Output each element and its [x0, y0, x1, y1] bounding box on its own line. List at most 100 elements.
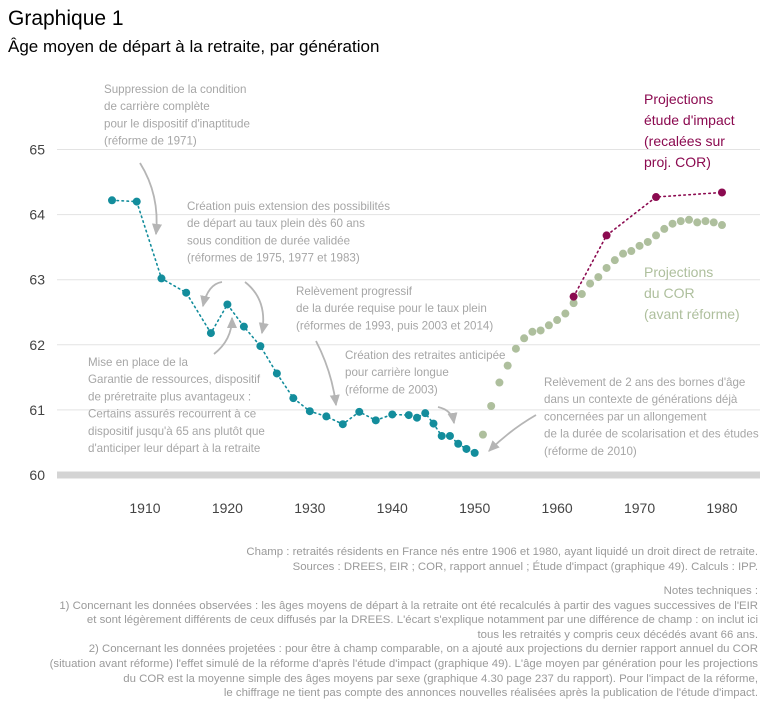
data-point-observed	[421, 409, 430, 418]
series-label-line: du COR	[644, 285, 695, 301]
data-point-cor	[536, 326, 545, 335]
data-point-cor	[586, 279, 595, 288]
data-point-cor	[569, 299, 578, 308]
chart-subtitle: Âge moyen de départ à la retraite, par g…	[8, 37, 380, 56]
annotation-arrow	[488, 414, 537, 452]
series-label-cor: Projections du COR (avant réforme)	[644, 264, 740, 322]
data-point-cor	[709, 218, 718, 227]
data-point-impact	[569, 292, 578, 301]
annotation-line: concernées par un allongement	[544, 410, 707, 423]
annotation-line: de préretraite plus avantageux :	[88, 390, 251, 403]
data-point-cor	[610, 256, 619, 265]
data-point-observed	[305, 407, 314, 416]
data-point-cor	[668, 219, 677, 228]
data-point-observed	[272, 369, 281, 378]
annotation-arrow	[437, 406, 458, 425]
annotation-line: de départ au taux plein dès 60 ans	[187, 217, 365, 230]
note-line: le chiffrage ne tient pas compte des ann…	[223, 687, 758, 700]
annotation-line: Garantie de ressources, dispositif	[88, 373, 261, 386]
annotation-text: Relèvement progressif de la durée requise…	[296, 285, 493, 332]
annotation-line: sous condition de durée validée	[187, 234, 350, 247]
data-point-impact	[717, 188, 726, 197]
data-point-cor	[602, 263, 611, 272]
annotation-line: de la durée de scolarisation et des étud…	[544, 428, 759, 441]
x-tick-label: 1940	[377, 500, 408, 516]
data-point-observed	[157, 274, 166, 283]
annotation-arrow	[244, 281, 269, 335]
annotation-line: de la durée requise pour le taux plein	[296, 302, 487, 315]
data-point-cor	[528, 327, 537, 336]
data-point-observed	[289, 394, 298, 403]
data-point-observed	[182, 288, 191, 297]
x-tick-label: 1970	[624, 500, 655, 516]
annotation-line: de carrière complète	[104, 100, 210, 113]
series-label-line: Projections	[644, 264, 713, 280]
series-label-line: (recalées sur	[644, 133, 725, 149]
data-point-cor	[693, 218, 702, 227]
x-tick-label: 1950	[459, 500, 490, 516]
data-point-cor	[487, 401, 496, 410]
annotation-line: Création des retraites anticipée	[345, 349, 505, 362]
annotation-line: Relèvement de 2 ans des bornes d'âge	[544, 376, 745, 389]
data-point-impact	[652, 193, 661, 202]
note-line: et sont légèrement différents de ceux di…	[86, 614, 758, 627]
annotation-line: (réformes de 1975, 1977 et 1983)	[187, 252, 360, 265]
series-label-line: (avant réforme)	[644, 306, 740, 322]
annotation-text: Suppression de la condition de carrière c…	[104, 83, 250, 148]
y-tick-label: 65	[29, 142, 45, 158]
series-label-line: étude d'impact	[644, 112, 735, 128]
data-point-observed	[256, 342, 265, 351]
annotation-line: Certains assurés recourrent à ce	[88, 408, 256, 421]
annotation-arrow	[200, 281, 223, 308]
data-point-observed	[322, 412, 331, 421]
data-point-cor	[627, 247, 636, 256]
annotation-text: Création puis extension des possibilités…	[187, 200, 390, 265]
data-point-cor	[503, 361, 512, 370]
note-line: Sources : DREES, EIR ; COR, rapport annu…	[292, 560, 758, 573]
x-tick-label: 1960	[542, 500, 573, 516]
data-point-observed	[462, 444, 471, 453]
annotation-text: Relèvement de 2 ans des bornes d'âge dans…	[544, 376, 759, 458]
series-label-line: proj. COR)	[644, 154, 711, 170]
data-point-observed	[404, 411, 413, 420]
annotation-line: Suppression de la condition	[104, 83, 246, 96]
source-notes: Champ : retraités résidents en France né…	[246, 545, 758, 589]
data-point-cor	[701, 217, 710, 226]
annotation-line: (réforme de 2003)	[345, 383, 438, 396]
y-tick-label: 60	[29, 467, 45, 483]
data-point-impact	[602, 231, 611, 240]
annotation-line: (réforme de 2010)	[544, 445, 637, 458]
data-point-cor	[577, 290, 586, 299]
data-point-cor	[643, 237, 652, 246]
annotation-line: d'anticiper leur départ à la retraite	[88, 442, 260, 455]
data-point-observed	[412, 413, 421, 422]
x-tick-label: 1930	[294, 500, 325, 516]
data-point-cor	[619, 249, 628, 258]
data-point-observed	[388, 410, 397, 419]
series-line-impact	[572, 191, 723, 298]
annotation-arrow	[139, 162, 163, 236]
data-point-cor	[594, 273, 603, 282]
data-point-cor	[495, 378, 504, 387]
data-point-cor	[520, 334, 529, 343]
data-point-observed	[470, 448, 479, 457]
annotation-line: pour carrière longue	[345, 366, 449, 379]
note-line: 2) Concernant les données projetées : po…	[88, 643, 758, 656]
data-point-observed	[338, 420, 347, 429]
annotation-line: (réformes de 1993, puis 2003 et 2014)	[296, 319, 493, 332]
annotation-arrow	[315, 340, 340, 407]
annotation-line: dans un contexte de générations déjà	[544, 393, 738, 406]
data-point-cor	[478, 430, 487, 439]
y-tick-label: 63	[29, 272, 45, 288]
data-point-cor	[553, 316, 562, 325]
note-line: du COR est la moyenne simple des âges mo…	[123, 672, 758, 685]
data-point-cor	[652, 231, 661, 240]
data-point-observed	[223, 300, 232, 309]
x-tick-label: 1980	[706, 500, 737, 516]
annotation-text: Création des retraites anticipée pour car…	[345, 349, 505, 396]
data-point-cor	[685, 215, 694, 224]
data-point-cor	[717, 221, 726, 230]
chart-title: Graphique 1	[8, 7, 124, 30]
annotation-line: Mise en place de la	[88, 356, 188, 369]
x-tick-label: 1910	[129, 500, 160, 516]
